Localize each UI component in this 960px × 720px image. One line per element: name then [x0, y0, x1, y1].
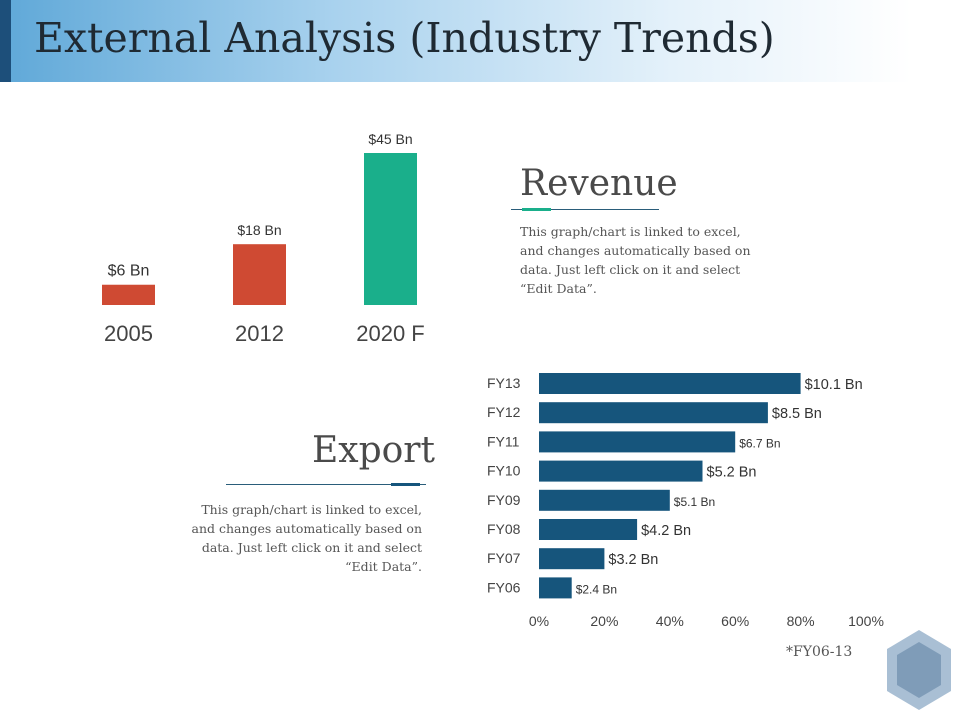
export-category-label: FY11: [487, 433, 520, 449]
revenue-value-label: $18 Bn: [237, 222, 281, 238]
export-tick-label: 40%: [656, 613, 684, 629]
export-category-label: FY12: [487, 404, 521, 420]
export-bar: [539, 548, 605, 570]
export-value-label: $2.4 Bn: [576, 582, 617, 596]
export-chart: FY13 $10.1 Bn FY12 $8.5 Bn FY11 $6.7 Bn FY10 $5…: [487, 373, 884, 629]
export-bar: [539, 431, 736, 453]
export-rule-accent: [391, 483, 420, 486]
title-bar: External Analysis (Industry Trends): [0, 0, 960, 82]
export-tick-label: 100%: [848, 613, 884, 629]
export-category-label: FY13: [487, 375, 521, 391]
export-value-label: $5.1 Bn: [674, 495, 715, 509]
export-value-label: $8.5 Bn: [772, 406, 822, 422]
export-bar: [539, 577, 572, 599]
revenue-chart: $6 Bn 2005 $18 Bn 2012 $45 Bn 2020 F: [102, 131, 425, 346]
revenue-category-label: 2012: [235, 321, 284, 346]
export-bar: [539, 489, 670, 511]
revenue-bar: [233, 244, 286, 305]
export-category-label: FY08: [487, 521, 521, 537]
export-category-label: FY09: [487, 492, 521, 508]
revenue-description: This graph/chart is linked to excel, and…: [520, 224, 751, 296]
export-bar: [539, 519, 638, 540]
export-tick-label: 0%: [529, 613, 549, 629]
title-accent: [0, 0, 11, 82]
export-value-label: $3.2 Bn: [608, 552, 658, 568]
revenue-rule-accent: [522, 208, 551, 211]
export-value-label: $6.7 Bn: [739, 436, 780, 450]
hexagon-inner: [897, 642, 941, 698]
export-value-label: $5.2 Bn: [707, 465, 757, 481]
export-bar: [539, 373, 801, 394]
revenue-value-label: $6 Bn: [108, 263, 150, 280]
export-category-label: FY07: [487, 550, 521, 566]
export-category-label: FY10: [487, 463, 521, 479]
revenue-value-label: $45 Bn: [368, 131, 412, 147]
export-tick-label: 20%: [590, 613, 618, 629]
hexagon-decoration: [887, 630, 951, 710]
export-tick-label: 60%: [721, 613, 749, 629]
export-bar: [539, 402, 768, 424]
export-heading: Export: [312, 430, 435, 471]
revenue-category-label: 2005: [104, 321, 153, 346]
revenue-category-label: 2020 F: [356, 321, 425, 346]
footnote: *FY06-13: [786, 644, 853, 660]
revenue-heading: Revenue: [520, 163, 678, 204]
export-tick-label: 80%: [787, 613, 815, 629]
export-value-label: $10.1 Bn: [805, 377, 863, 393]
export-value-label: $4.2 Bn: [641, 523, 691, 539]
revenue-rule: [511, 209, 659, 210]
revenue-bar: [364, 153, 417, 305]
export-category-label: FY06: [487, 579, 521, 595]
page-title: External Analysis (Industry Trends): [34, 14, 775, 62]
revenue-bar: [102, 284, 155, 305]
export-description: This graph/chart is linked to excel, and…: [191, 502, 423, 574]
export-bar: [539, 460, 703, 482]
export-rule: [226, 484, 426, 485]
